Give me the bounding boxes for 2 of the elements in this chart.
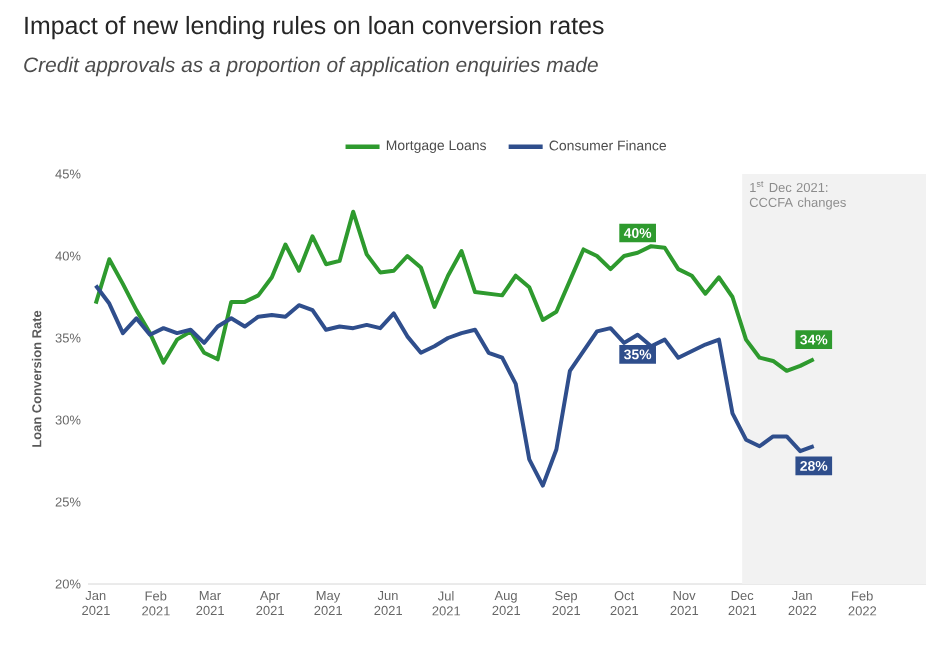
chart-subtitle: Credit approvals as a proportion of application enquiries made — [24, 56, 598, 77]
chart-title: Impact of new lending rules on loan conversion rates — [25, 15, 604, 40]
